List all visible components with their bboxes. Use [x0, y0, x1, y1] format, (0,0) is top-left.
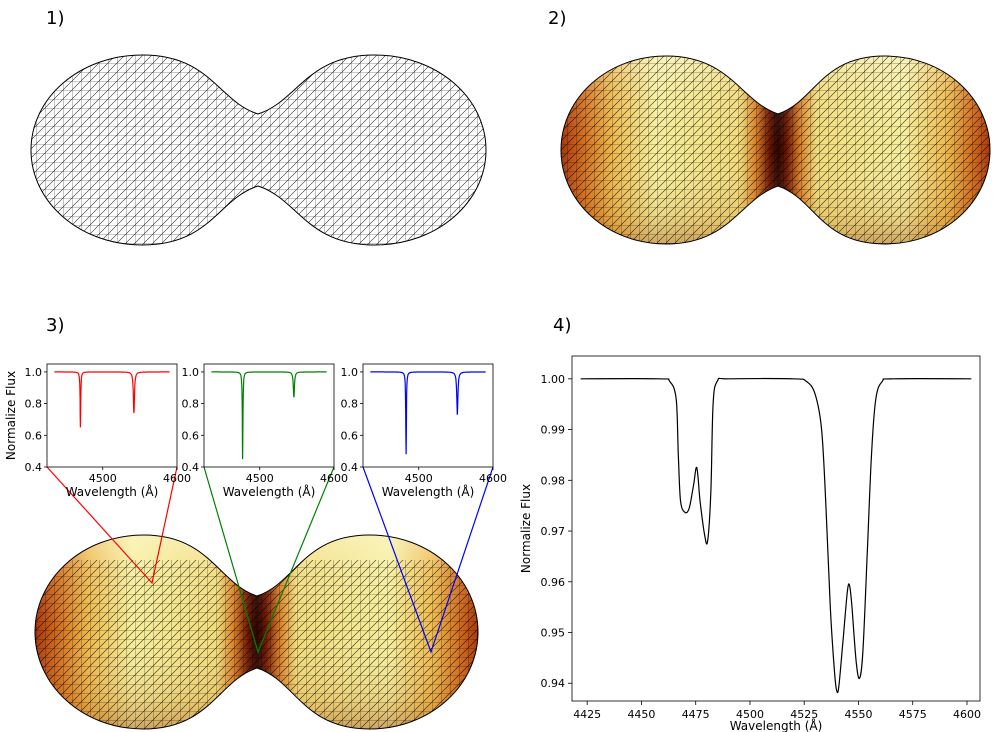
- y-tick-label: 1.0: [341, 366, 359, 379]
- y-tick-label: 0.96: [541, 576, 566, 589]
- y-tick-label: 0.6: [182, 429, 200, 442]
- panel-label-2: 2): [548, 8, 567, 29]
- y-tick-label: 0.4: [341, 461, 359, 474]
- y-axis-title: Normalize Flux: [519, 484, 533, 573]
- x-axis-title: Wavelength (Å): [730, 718, 823, 732]
- inset-frame: [203, 363, 335, 468]
- x-tick-label: 4550: [844, 708, 872, 721]
- y-tick-label: 1.0: [182, 366, 200, 379]
- inset-chart-inset-middle: 0.4 0.6 0.8 1.0 4500 4600 Wavelength (Å): [182, 363, 348, 499]
- panel-label-1: 1): [46, 8, 65, 29]
- local-spectra-insets: 0.4 0.6 0.8 1.0 4500 4600 Wavelength (Å) Normal…: [4, 363, 507, 499]
- y-tick-label: 0.6: [341, 429, 359, 442]
- pointer-line-inset-left: [46, 466, 178, 585]
- y-tick-label: 0.95: [541, 627, 566, 640]
- inset-frame: [46, 363, 178, 468]
- y-tick-label: 0.4: [25, 461, 43, 474]
- x-tick-label: 4575: [899, 708, 927, 721]
- pointer-line-inset-right: [362, 466, 494, 654]
- heatmap-binary-star-with-insets: [34, 534, 479, 730]
- integrated-spectrum-chart: 0.94 0.95 0.96 0.97 0.98 0.99 1.00 4425 4450 4475…: [519, 355, 981, 732]
- y-axis-title: Normalize Flux: [4, 371, 18, 460]
- x-tick-label: 4450: [627, 708, 655, 721]
- y-tick-label: 0.98: [541, 474, 566, 487]
- plot-frame: [571, 355, 981, 702]
- x-axis-title: Wavelength (Å): [223, 484, 316, 499]
- y-tick-label: 0.94: [541, 677, 566, 690]
- inset-spectrum-line: [54, 371, 170, 428]
- panel-label-3: 3): [46, 315, 65, 336]
- y-tick-label: 1.0: [25, 366, 43, 379]
- y-tick-label: 0.8: [341, 398, 359, 411]
- integrated-spectrum-line: [580, 377, 972, 694]
- pointer-line-inset-middle: [203, 466, 335, 654]
- x-tick-label: 4500: [736, 708, 764, 721]
- x-axis-title: Wavelength (Å): [382, 484, 475, 499]
- x-tick-label: 4600: [163, 472, 191, 485]
- inset-frame: [362, 363, 494, 468]
- y-tick-label: 0.99: [541, 424, 566, 437]
- mesh-grid: [561, 56, 990, 244]
- y-tick-label: 0.8: [182, 398, 200, 411]
- panel-label-4: 4): [553, 315, 572, 336]
- inset-spectrum-line: [370, 371, 486, 455]
- inset-chart-inset-right: 0.4 0.6 0.8 1.0 4500 4600 Wavelength (Å): [341, 363, 507, 499]
- x-tick-label: 4500: [89, 472, 117, 485]
- x-axis-title: Wavelength (Å): [66, 484, 159, 499]
- y-tick-label: 0.6: [25, 429, 43, 442]
- inset-chart-inset-left: 0.4 0.6 0.8 1.0 4500 4600 Wavelength (Å) Normal…: [4, 363, 191, 499]
- wireframe-binary-star: [30, 54, 487, 246]
- heatmap-binary-star: [560, 55, 991, 245]
- x-tick-label: 4500: [405, 472, 433, 485]
- x-tick-label: 4500: [246, 472, 274, 485]
- x-tick-label: 4475: [682, 708, 710, 721]
- y-tick-label: 0.4: [182, 461, 200, 474]
- inset-pointer-lines: [46, 466, 494, 654]
- y-tick-label: 0.97: [541, 525, 566, 538]
- x-tick-label: 4600: [479, 472, 507, 485]
- x-tick-label: 4425: [573, 708, 601, 721]
- inset-spectrum-line: [211, 371, 327, 460]
- mesh-grid: [31, 55, 486, 245]
- x-tick-label: 4525: [790, 708, 818, 721]
- y-tick-label: 0.8: [25, 398, 43, 411]
- x-tick-label: 4600: [320, 472, 348, 485]
- x-tick-label: 4600: [953, 708, 981, 721]
- y-tick-label: 1.00: [541, 373, 566, 386]
